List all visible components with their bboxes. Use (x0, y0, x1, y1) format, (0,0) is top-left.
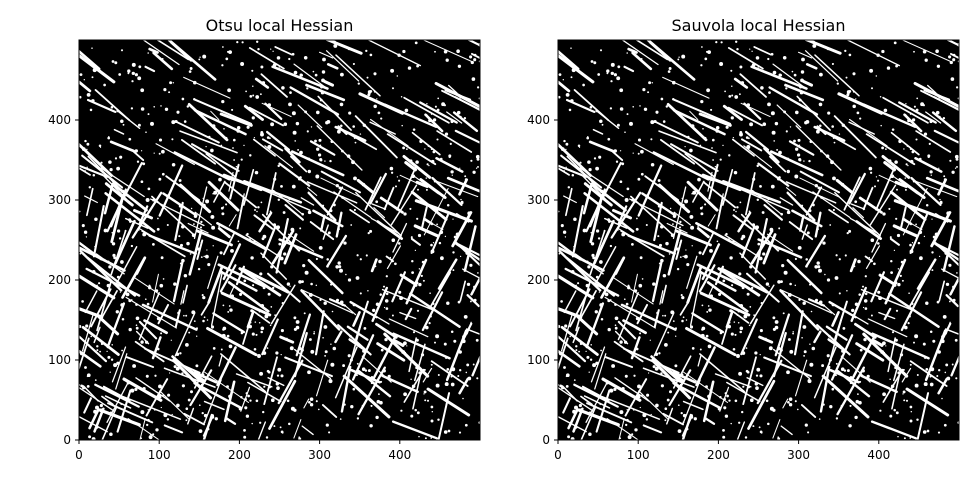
y-tick-label: 0 (542, 433, 550, 447)
x-tick-label: 100 (627, 448, 650, 462)
y-tick-label: 400 (527, 113, 550, 127)
panel-title: Sauvola local Hessian (671, 16, 846, 35)
y-tick-label: 100 (48, 353, 71, 367)
thresholded-image (79, 40, 480, 440)
x-tick-label: 200 (707, 448, 730, 462)
y-tick-label: 300 (527, 193, 550, 207)
x-tick-label: 400 (388, 448, 411, 462)
right-panel: Sauvola local Hessian 0 100 200 300 400 0 100 2… (479, 0, 960, 480)
axes-frame (78, 39, 481, 441)
left-panel: Otsu local Hessian 0 100 200 300 400 0 100 200 3… (0, 0, 481, 480)
y-tick-label: 200 (48, 273, 71, 287)
x-tick-label: 0 (75, 448, 83, 462)
y-tick-label: 400 (48, 113, 71, 127)
x-tick-label: 300 (787, 448, 810, 462)
thresholded-image (558, 40, 959, 440)
y-tick-label: 100 (527, 353, 550, 367)
x-tick-label: 100 (148, 448, 171, 462)
texture-strokes (558, 40, 959, 440)
y-tick-label: 300 (48, 193, 71, 207)
y-tick-label: 0 (63, 433, 71, 447)
left-axes: 0 100 200 300 400 0 100 200 300 400 (48, 39, 481, 462)
texture-strokes (79, 40, 480, 440)
x-tick-label: 200 (228, 448, 251, 462)
panel-title: Otsu local Hessian (205, 16, 354, 35)
x-tick-label: 400 (867, 448, 890, 462)
x-tick-label: 0 (554, 448, 562, 462)
x-tick-label: 300 (308, 448, 331, 462)
right-axes: 0 100 200 300 400 0 100 200 300 400 (527, 39, 960, 462)
y-tick-label: 200 (527, 273, 550, 287)
axes-frame (557, 39, 960, 441)
